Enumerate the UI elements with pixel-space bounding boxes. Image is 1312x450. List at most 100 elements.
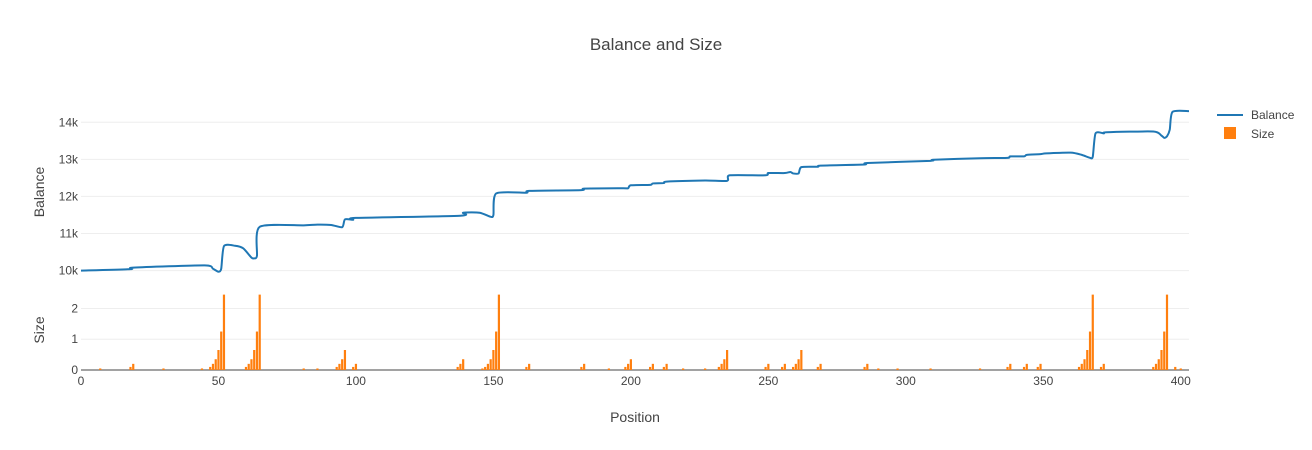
- size-bar: [1165, 294, 1169, 370]
- balance-y-tick-label: 12k: [59, 189, 79, 203]
- size-bar: [1036, 366, 1039, 370]
- size-bar: [338, 363, 341, 370]
- legend-item-size[interactable]: Size: [1224, 127, 1275, 141]
- x-tick-label: 200: [621, 374, 641, 388]
- x-tick-label: 0: [78, 374, 85, 388]
- size-bar: [343, 350, 347, 370]
- size-bar: [1077, 366, 1081, 370]
- size-bar: [800, 350, 803, 370]
- size-y-tick-label: 2: [71, 301, 78, 315]
- size-bar: [258, 294, 261, 370]
- size-bar: [1080, 363, 1083, 370]
- size-bar: [978, 368, 982, 370]
- size-bar: [1006, 366, 1009, 370]
- size-bar: [462, 359, 465, 370]
- size-bar: [247, 363, 250, 370]
- size-bar: [244, 366, 248, 370]
- size-bar: [1099, 366, 1103, 370]
- x-ticks: 0 50 100 150 200 250 300 350 400: [78, 374, 1191, 388]
- x-tick-label: 400: [1171, 374, 1191, 388]
- size-bar: [484, 366, 487, 370]
- balance-y-tick-label: 14k: [59, 115, 79, 129]
- size-bar: [819, 363, 822, 370]
- balance-axis-title: Balance: [31, 166, 47, 217]
- size-bar: [209, 366, 212, 370]
- size-bar: [682, 368, 685, 370]
- size-bar: [495, 331, 498, 370]
- size-bar: [99, 368, 102, 370]
- size-bars: [99, 294, 1182, 370]
- size-bar: [162, 368, 165, 370]
- size-bar: [863, 366, 866, 370]
- balance-y-tick-label: 10k: [59, 264, 79, 278]
- legend-bar-icon: [1224, 127, 1236, 139]
- size-bar: [1154, 363, 1158, 370]
- x-tick-label: 50: [212, 374, 226, 388]
- x-tick-label: 250: [758, 374, 778, 388]
- size-gridlines: [81, 307, 1189, 371]
- size-bar: [1088, 331, 1092, 370]
- size-bar: [220, 331, 223, 370]
- legend-label-size: Size: [1251, 127, 1275, 141]
- size-bar: [1157, 359, 1160, 370]
- size-bar: [132, 363, 135, 370]
- size-bar: [1009, 363, 1012, 370]
- size-bar: [580, 366, 583, 370]
- size-bar: [896, 368, 899, 370]
- size-bar: [929, 368, 932, 370]
- size-bar: [1179, 368, 1182, 370]
- size-bar: [459, 363, 462, 370]
- size-bar: [723, 359, 726, 370]
- size-bar: [302, 368, 305, 370]
- size-bar: [767, 363, 770, 370]
- x-tick-label: 150: [483, 374, 503, 388]
- size-bar: [1086, 350, 1089, 370]
- size-bar: [489, 359, 492, 370]
- size-bar: [651, 363, 654, 370]
- size-bar: [217, 350, 220, 370]
- size-bar: [783, 363, 786, 370]
- size-bar: [200, 368, 204, 370]
- size-bar: [486, 363, 490, 370]
- size-bar: [866, 363, 869, 370]
- size-bar: [528, 363, 531, 370]
- size-bar: [497, 294, 501, 370]
- size-y-ticks: 0 1 2: [71, 301, 78, 377]
- size-axis-title: Size: [31, 316, 47, 343]
- size-bar: [316, 368, 319, 370]
- size-bar: [583, 363, 586, 370]
- size-bar: [665, 363, 668, 370]
- size-bar: [250, 359, 253, 370]
- size-bar: [780, 366, 784, 370]
- size-y-tick-label: 1: [71, 332, 78, 346]
- size-bar: [624, 366, 627, 370]
- size-bar: [1160, 350, 1163, 370]
- size-bar: [255, 331, 259, 370]
- size-bar: [816, 366, 819, 370]
- size-bar: [1025, 363, 1028, 370]
- size-bar: [794, 363, 797, 370]
- balance-y-tick-label: 11k: [60, 227, 79, 241]
- size-bar: [481, 368, 484, 370]
- size-bar: [352, 366, 355, 370]
- size-bar: [649, 366, 652, 370]
- size-bar: [335, 366, 338, 370]
- legend[interactable]: Balance Size: [1217, 108, 1295, 141]
- size-bar: [1163, 331, 1166, 370]
- legend-label-balance: Balance: [1251, 108, 1295, 122]
- balance-line: [80, 109, 1190, 273]
- x-tick-label: 350: [1033, 374, 1053, 388]
- size-bar: [627, 363, 630, 370]
- size-bar: [629, 359, 632, 370]
- size-bar: [662, 366, 665, 370]
- legend-item-balance[interactable]: Balance: [1217, 108, 1295, 122]
- size-bar: [1039, 363, 1042, 370]
- size-bar: [456, 366, 459, 370]
- size-bar: [877, 368, 880, 370]
- size-bar: [492, 350, 495, 370]
- size-bar: [704, 368, 707, 370]
- size-bar: [222, 294, 226, 370]
- size-bar: [211, 363, 215, 370]
- size-bar: [726, 350, 729, 370]
